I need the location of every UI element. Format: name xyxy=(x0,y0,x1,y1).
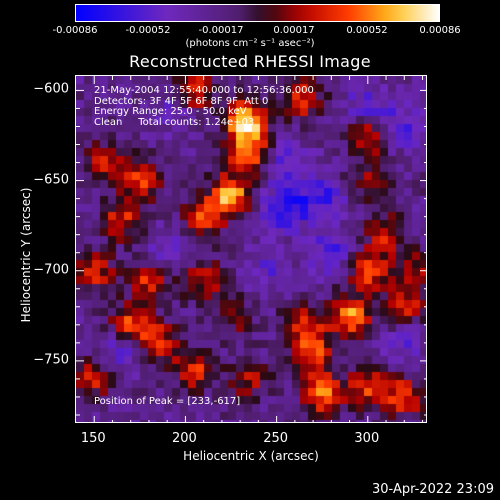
x-axis-label: Heliocentric X (arcsec) xyxy=(183,449,319,463)
y-tick-label: −600 xyxy=(33,81,69,97)
colorbar-tick-label: -0.00086 xyxy=(52,25,98,36)
colorbar xyxy=(75,4,440,22)
peak-position-text: Position of Peak = [233,-617] xyxy=(94,396,241,407)
x-tick-label: 200 xyxy=(172,431,197,446)
x-tick-label: 150 xyxy=(80,431,106,446)
x-tick-label: 300 xyxy=(354,431,380,446)
time-range-text: 21-May-2004 12:55:40.000 to 12:56:36.000 xyxy=(94,85,314,96)
observation-info: 21-May-2004 12:55:40.000 to 12:56:36.000… xyxy=(94,85,314,128)
y-tick-label: −750 xyxy=(33,352,69,368)
x-tick-label: 250 xyxy=(263,431,289,446)
heatmap-image xyxy=(76,76,426,422)
y-axis-label: Heliocentric Y (arcsec) xyxy=(19,187,33,323)
y-tick-label: −650 xyxy=(33,172,69,188)
colorbar-tick-label: -0.00017 xyxy=(198,25,244,36)
colorbar-tick-label: 0.00052 xyxy=(346,25,388,36)
y-tick-label: −700 xyxy=(33,262,69,278)
detectors-text: Detectors: 3F 4F 5F 6F 8F 9F Att 0 xyxy=(94,95,269,107)
datestamp: 30-Apr-2022 23:09 xyxy=(372,482,494,497)
clean-counts-text: Clean Total counts: 1.24e+03 xyxy=(94,116,255,128)
colorbar-units-label: (photons cm⁻² s⁻¹ asec⁻²) xyxy=(185,38,315,49)
colorbar-tick-label: 0.00017 xyxy=(273,25,315,36)
colorbar-tick-label: -0.00052 xyxy=(125,25,171,36)
plot-area xyxy=(75,75,427,423)
chart-title: Reconstructed RHESSI Image xyxy=(129,52,371,71)
axis-ticks xyxy=(76,76,426,422)
energy-range-text: Energy Range: 25.0 - 50.0 keV xyxy=(94,106,247,117)
colorbar-tick-label: 0.00086 xyxy=(419,25,461,36)
